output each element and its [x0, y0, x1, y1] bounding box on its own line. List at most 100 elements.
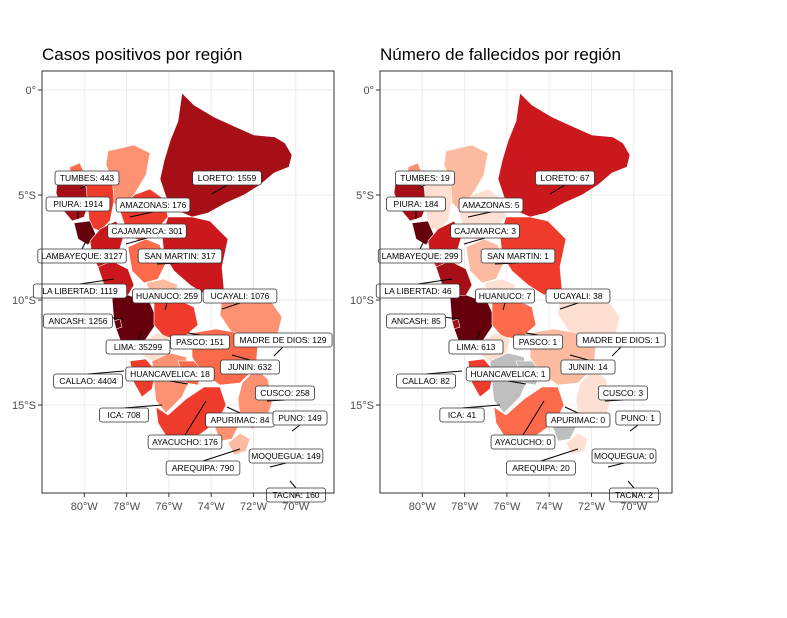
- leader-line: [425, 370, 463, 375]
- leader-line: [475, 330, 481, 341]
- leader-line: [79, 184, 88, 190]
- label-box-apurimac: [545, 412, 611, 428]
- region-label-ayacucho: AYACUCHO: 0: [495, 437, 552, 447]
- label-box-huancavelica: [125, 366, 215, 382]
- leader-line: [607, 462, 625, 468]
- label-box-piura: [45, 196, 111, 212]
- region-label-lima: LIMA: 613: [457, 342, 496, 352]
- label-box-puno: [272, 410, 328, 426]
- leader-line: [211, 184, 228, 195]
- region-callao: [113, 318, 123, 330]
- panel-title: Casos positivos por región: [42, 45, 242, 64]
- leader-line: [559, 302, 579, 310]
- region-label-arequipa: AREQUIPA: 790: [172, 463, 234, 473]
- leader-line: [289, 480, 297, 489]
- region-label-sanmartin: SAN MARTIN: 317: [144, 251, 215, 261]
- region-label-tumbes: TUMBES: 19: [400, 173, 450, 183]
- y-tick-label: 15°S: [350, 400, 374, 412]
- panel-fallecidos: Número de fallecidos por región TUMBES: 1…: [350, 45, 673, 513]
- label-box-ancash: [43, 313, 113, 329]
- region-label-ica: ICA: 708: [107, 410, 140, 420]
- y-tick-label: 5°S: [18, 190, 36, 202]
- region-label-loreto: LORETO: 67: [541, 173, 590, 183]
- label-box-junin: [220, 359, 280, 375]
- label-box-huanuco: [132, 288, 202, 304]
- panel-casos: Casos positivos por región TUMBES: 443 PIU…: [12, 45, 335, 513]
- label-box-amazonas: [458, 197, 524, 213]
- y-tick-label: 10°S: [350, 295, 374, 307]
- label-box-madrededios: [233, 332, 333, 348]
- label-box-sanmartin: [480, 248, 556, 264]
- leader-line: [564, 406, 579, 414]
- leader-line: [202, 448, 241, 462]
- x-tick-label: 76°W: [155, 501, 183, 513]
- label-box-lalibertad: [32, 283, 128, 299]
- region-label-ica: ICA: 41: [448, 410, 477, 420]
- region-loreto: [159, 92, 293, 218]
- label-box-madrededios: [576, 332, 666, 348]
- x-tick-label: 70°W: [620, 501, 648, 513]
- region-label-pasco: PASCO: 1: [519, 337, 558, 347]
- label-box-ucayali: [545, 288, 611, 304]
- leader-line: [125, 237, 148, 245]
- leader-line: [269, 462, 287, 468]
- leader-line: [463, 237, 486, 245]
- label-box-callao: [53, 373, 123, 389]
- leader-line: [87, 370, 125, 375]
- region-label-puno: PUNO: 1: [621, 413, 655, 423]
- region-label-lambayeque: LAMBAYEQUE: 299: [382, 251, 459, 261]
- region-label-huancavelica: HUANCAVELICA: 1: [471, 369, 546, 379]
- label-box-ucayali: [202, 288, 278, 304]
- leader-line: [81, 240, 87, 250]
- label-box-lambayeque: [377, 248, 463, 264]
- label-box-cusco: [255, 385, 315, 401]
- panel-border: [41, 70, 335, 494]
- label-box-lambayeque: [37, 248, 127, 264]
- label-box-ancash: [386, 313, 446, 329]
- leader-line: [507, 380, 527, 385]
- region-label-cajamarca: CAJAMARCA: 301: [111, 226, 183, 236]
- region-label-sanmartin: SAN MARTIN: 1: [487, 251, 549, 261]
- region-label-pasco: PASCO: 151: [176, 337, 224, 347]
- region-label-huancavelica: HUANCAVELICA: 18: [130, 369, 210, 379]
- label-box-arequipa: [165, 460, 241, 476]
- label-box-sanmartin: [137, 248, 223, 264]
- label-box-loreto: [535, 170, 595, 186]
- x-tick-label: 74°W: [536, 501, 564, 513]
- leader-line: [627, 480, 635, 489]
- label-box-cajamarca: [450, 223, 520, 239]
- leader-line: [123, 404, 163, 409]
- label-box-ica: [439, 407, 485, 423]
- region-lima: [449, 294, 497, 354]
- leader-line: [467, 211, 492, 218]
- label-box-callao: [396, 373, 456, 389]
- leader-line: [540, 448, 579, 462]
- region-label-lalibertad: LA LIBERTAD: 46: [384, 286, 452, 296]
- region-label-cajamarca: CAJAMARCA: 3: [454, 226, 516, 236]
- panel-border: [379, 70, 673, 494]
- panel-title: Número de fallecidos por región: [380, 45, 621, 64]
- region-junin: [153, 298, 199, 340]
- leader-line: [79, 278, 115, 285]
- region-label-madrededios: MADRE DE DIOS: 129: [240, 335, 327, 345]
- y-tick-label: 15°S: [12, 400, 36, 412]
- leader-line: [231, 354, 251, 361]
- region-label-ucayali: UCAYALI: 38: [553, 291, 603, 301]
- label-box-lalibertad: [375, 283, 461, 299]
- region-label-amazonas: AMAZONAS: 176: [120, 200, 187, 210]
- label-box-cusco: [597, 385, 648, 401]
- leader-line: [273, 346, 284, 357]
- region-label-apurimac: APURIMAC: 0: [551, 415, 606, 425]
- leader-line: [291, 424, 301, 432]
- label-box-pasco: [512, 334, 563, 350]
- region-tacna: [565, 432, 589, 456]
- region-label-madrededios: MADRE DE DIOS: 1: [582, 335, 660, 345]
- x-tick-label: 80°W: [409, 501, 437, 513]
- x-tick-label: 72°W: [578, 501, 606, 513]
- label-box-amazonas: [115, 197, 191, 213]
- leader-line: [226, 406, 241, 414]
- region-label-ancash: ANCASH: 85: [391, 316, 441, 326]
- label-box-huanuco: [475, 288, 535, 304]
- region-label-callao: CALLAO: 82: [402, 376, 450, 386]
- region-label-huanuco: HUANUCO: 7: [479, 291, 532, 301]
